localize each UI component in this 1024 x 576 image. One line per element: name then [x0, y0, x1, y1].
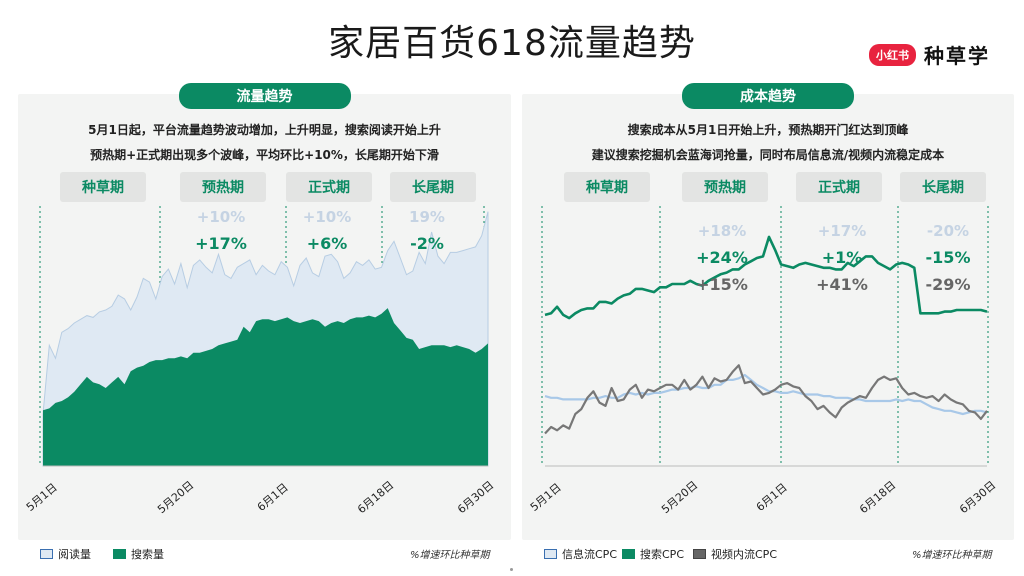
- legend-label-feed: 信息流CPC: [562, 548, 617, 561]
- traffic-x-tick-3: 6月18日: [355, 479, 396, 517]
- cost-x-tick-2: 6月1日: [754, 481, 790, 514]
- cost-x-tick-4: 6月30日: [957, 479, 998, 517]
- series-feed-cpc-line: [544, 373, 988, 416]
- cost-description: 搜索成本从5月1日开始上升，预热期开门红达到顶峰 建议搜索挖掘机会蓝海词抢量，同…: [522, 118, 1014, 168]
- cost-x-tick-3: 6月18日: [857, 479, 898, 517]
- legend-swatch-feed: [544, 549, 557, 559]
- cost-stat-row2-2: +1%: [822, 248, 863, 267]
- traffic-pill: 流量趋势: [178, 83, 351, 109]
- traffic-x-tick-2: 6月1日: [255, 481, 291, 514]
- traffic-desc-line-1: 5月1日起，平台流量趋势波动增加，上升明显，搜索阅读开始上升: [88, 123, 441, 137]
- legend-swatch-video: [693, 549, 706, 559]
- cost-stat-row1-1: +18%: [698, 222, 746, 240]
- legend-label-read: 阅读量: [58, 548, 91, 561]
- legend-label-search-cpc: 搜索CPC: [640, 548, 684, 561]
- traffic-note: %增速环比种草期: [410, 550, 490, 561]
- cost-desc-line-2: 建议搜索挖掘机会蓝海词抢量，同时布局信息流/视频内流稳定成本: [591, 148, 945, 162]
- cost-stat-row2-1: +24%: [696, 248, 748, 267]
- traffic-stat-row2-2: +6%: [307, 234, 348, 253]
- legend-label-video: 视频内流CPC: [711, 548, 777, 561]
- brand-badge: 小红书: [869, 43, 916, 66]
- cost-stat-row1-3: -20%: [927, 222, 969, 240]
- cost-note: %增速环比种草期: [912, 550, 992, 561]
- traffic-phase-warmup: 预热期: [180, 172, 266, 202]
- legend-swatch-search: [113, 549, 126, 559]
- brand-logo: 小红书 种草学: [869, 40, 990, 69]
- traffic-legend: 阅读量 搜索量: [40, 546, 164, 562]
- traffic-x-tick-0: 5月1日: [24, 481, 60, 514]
- traffic-stat-row1-3: 19%: [409, 208, 445, 226]
- cost-stat-row3-2: +41%: [816, 275, 868, 294]
- cost-stat-row3-3: -29%: [926, 275, 971, 294]
- page-title: 家居百货618流量趋势: [328, 23, 696, 64]
- traffic-description: 5月1日起，平台流量趋势波动增加，上升明显，搜索阅读开始上升 预热期+正式期出现…: [18, 118, 511, 168]
- traffic-phase-seeding: 种草期: [60, 172, 146, 202]
- cost-phase-warmup: 预热期: [682, 172, 768, 202]
- cost-x-tick-0: 5月1日: [528, 481, 564, 514]
- cost-stat-row3-1: +15%: [696, 275, 748, 294]
- cost-stat-row2-3: -15%: [926, 248, 971, 267]
- cost-stat-row1-2: +17%: [818, 222, 866, 240]
- cost-pill: 成本趋势: [682, 83, 854, 109]
- cost-phase-official: 正式期: [796, 172, 882, 202]
- series-video-cpc-line: [544, 364, 988, 435]
- cost-phase-longtail: 长尾期: [900, 172, 986, 202]
- legend-swatch-read: [40, 549, 53, 559]
- legend-swatch-search-cpc: [622, 549, 635, 559]
- brand-name: 种草学: [924, 44, 990, 68]
- traffic-stat-row1-2: +10%: [303, 208, 351, 226]
- traffic-phase-official: 正式期: [286, 172, 372, 202]
- legend-label-search: 搜索量: [131, 548, 164, 561]
- traffic-stat-row2-1: +17%: [195, 234, 247, 253]
- cost-legend: 信息流CPC 搜索CPC 视频内流CPC: [544, 546, 777, 562]
- traffic-phase-longtail: 长尾期: [390, 172, 476, 202]
- cost-x-tick-1: 5月20日: [659, 479, 700, 517]
- traffic-stat-row2-3: -2%: [410, 234, 444, 253]
- cost-desc-line-1: 搜索成本从5月1日开始上升，预热期开门红达到顶峰: [627, 123, 909, 137]
- series-search-cpc-line: [544, 235, 988, 320]
- traffic-desc-line-2: 预热期+正式期出现多个波峰，平均环比+10%，长尾期开始下滑: [90, 148, 439, 162]
- series-search-area: [43, 308, 488, 466]
- traffic-stat-row1-1: +10%: [197, 208, 245, 226]
- traffic-x-tick-1: 5月20日: [155, 479, 196, 517]
- footer-dot: [510, 568, 513, 571]
- traffic-x-tick-4: 6月30日: [455, 479, 496, 517]
- cost-phase-seeding: 种草期: [564, 172, 650, 202]
